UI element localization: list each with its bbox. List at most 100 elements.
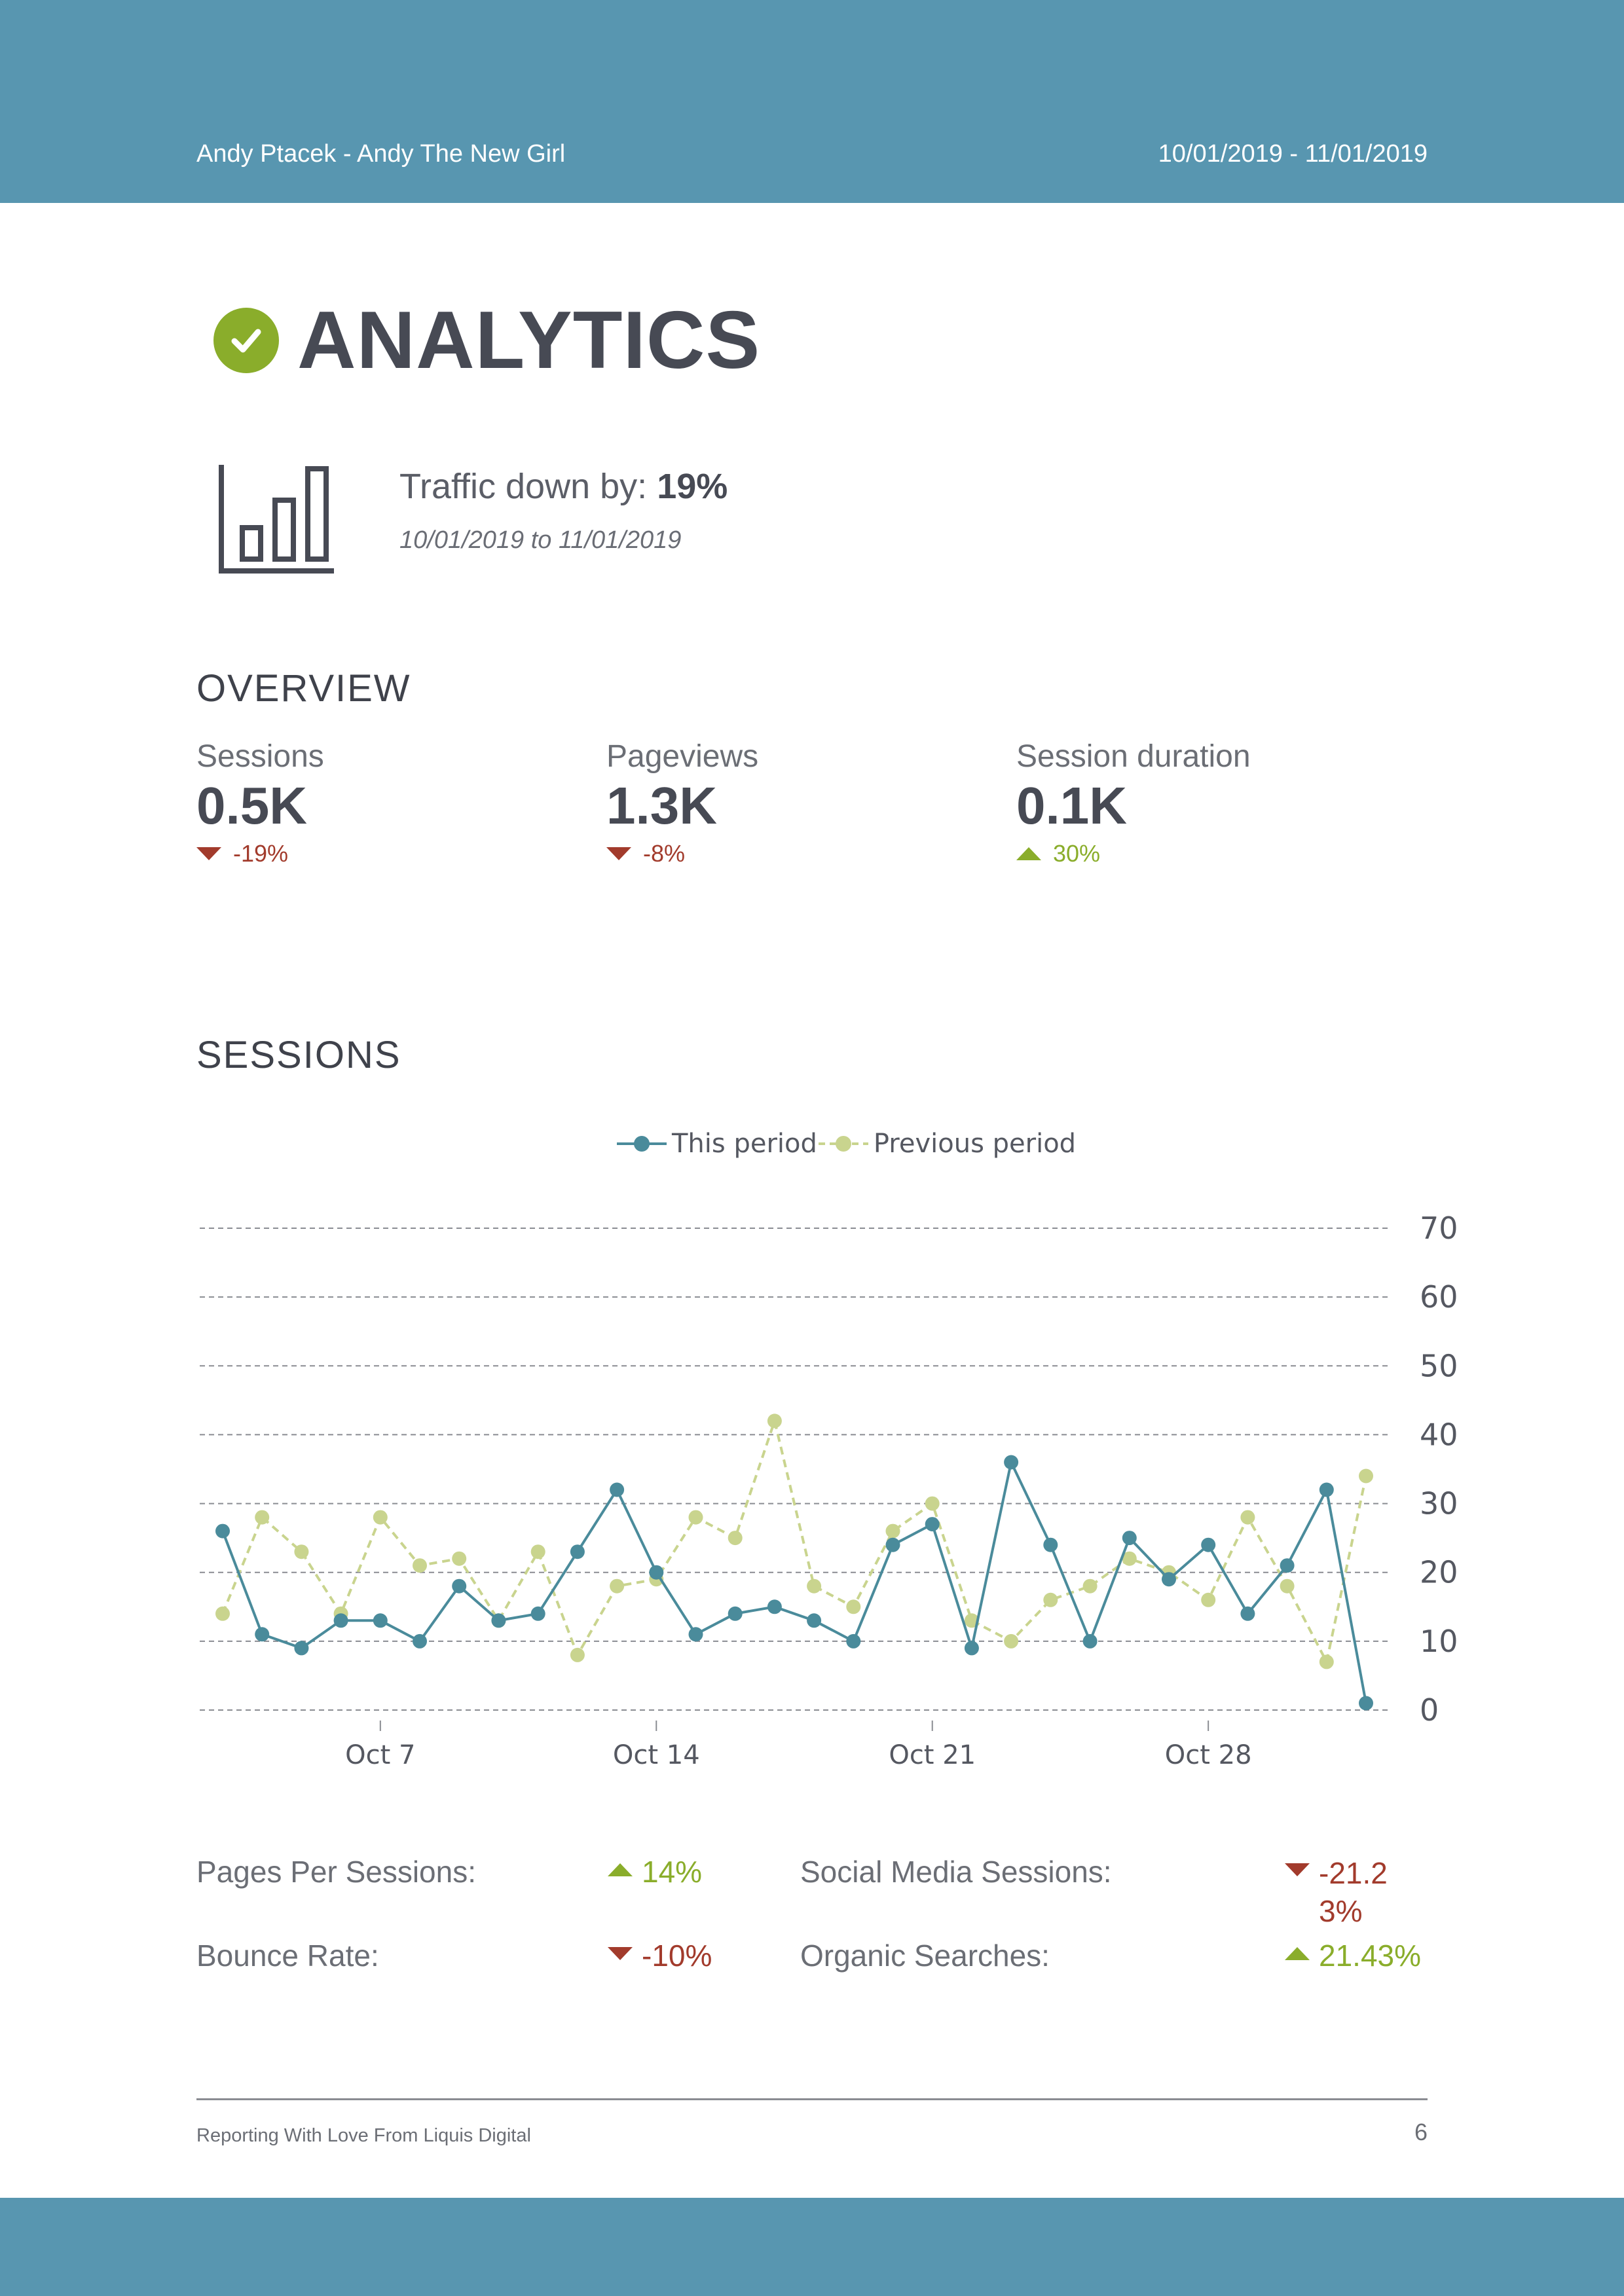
- legend-label: Previous period: [873, 1129, 1077, 1159]
- data-point-this-period: [1201, 1537, 1216, 1552]
- data-point-previous-period: [1043, 1592, 1058, 1607]
- data-point-previous-period: [1359, 1468, 1373, 1484]
- metric-label: Sessions: [196, 739, 324, 774]
- data-point-previous-period: [1122, 1551, 1137, 1566]
- data-point-this-period: [452, 1578, 467, 1594]
- metric-sessions: Sessions 0.5K -19%: [196, 738, 324, 867]
- data-point-previous-period: [846, 1599, 861, 1614]
- traffic-date-range: 10/01/2019 to 11/01/2019: [399, 526, 682, 554]
- data-point-this-period: [885, 1537, 900, 1552]
- footer-divider: [196, 2098, 1428, 2100]
- data-point-this-period: [373, 1613, 388, 1628]
- data-point-this-period: [846, 1633, 861, 1649]
- data-point-this-period: [649, 1565, 664, 1580]
- data-point-previous-period: [530, 1544, 545, 1559]
- metric-session-duration: Session duration 0.1K 30%: [1016, 738, 1251, 867]
- legend-item-this-period: This period: [616, 1129, 817, 1159]
- data-point-previous-period: [885, 1523, 900, 1539]
- sessions-chart: 0 10 20 30 40 50 60 70 Oct 7 Oct 14 Oct 21 Oct 28: [200, 1211, 1458, 1770]
- client-name: Andy Ptacek - Andy The New Girl: [196, 140, 566, 168]
- data-point-previous-period: [728, 1531, 743, 1546]
- y-tick-label: 10: [1420, 1624, 1458, 1659]
- stat-value-pages-per-sessions: 14%: [608, 1854, 702, 1889]
- y-tick-label: 70: [1420, 1211, 1458, 1246]
- data-point-this-period: [767, 1599, 782, 1614]
- data-point-previous-period: [925, 1496, 940, 1511]
- data-point-previous-period: [294, 1544, 309, 1559]
- stat-value: -10%: [642, 1939, 712, 1973]
- check-icon: [213, 308, 279, 373]
- traffic-summary: Traffic down by: 19%: [399, 466, 728, 507]
- y-tick-label: 50: [1420, 1348, 1458, 1383]
- arrow-up-icon: [1285, 1947, 1310, 1960]
- data-point-this-period: [1043, 1537, 1058, 1552]
- stat-value: 21.43%: [1319, 1939, 1422, 1973]
- x-tick-label: Oct 28: [1165, 1740, 1252, 1770]
- data-point-previous-period: [1319, 1654, 1334, 1669]
- x-tick-label: Oct 21: [889, 1740, 976, 1770]
- arrow-down-icon: [608, 1947, 633, 1960]
- data-point-this-period: [413, 1633, 427, 1649]
- x-tick-label: Oct 14: [613, 1740, 700, 1770]
- stat-value: -21.23%: [1319, 1856, 1388, 1928]
- arrow-up-icon: [608, 1863, 633, 1876]
- footer-bar: [0, 2198, 1624, 2296]
- data-point-this-period: [215, 1523, 230, 1539]
- data-point-this-period: [1359, 1696, 1373, 1711]
- y-tick-label: 20: [1420, 1555, 1458, 1590]
- legend-marker-previous-period: [818, 1136, 868, 1152]
- title-row: ANALYTICS: [213, 288, 760, 393]
- data-point-previous-period: [1240, 1510, 1255, 1525]
- data-point-previous-period: [452, 1551, 467, 1566]
- metric-pageviews: Pageviews 1.3K -8%: [606, 738, 758, 867]
- y-tick-label: 40: [1420, 1417, 1458, 1452]
- chart-legend: This period Previous period: [616, 1129, 1076, 1159]
- data-point-this-period: [1319, 1482, 1334, 1497]
- metric-value: 0.5K: [196, 776, 307, 835]
- data-point-this-period: [1082, 1633, 1098, 1649]
- data-point-this-period: [1162, 1572, 1176, 1587]
- metric-value: 1.3K: [606, 776, 717, 835]
- data-point-this-period: [688, 1627, 703, 1642]
- arrow-down-icon: [606, 847, 631, 860]
- data-point-this-period: [491, 1613, 506, 1628]
- data-point-previous-period: [255, 1510, 270, 1525]
- data-point-previous-period: [215, 1606, 230, 1621]
- data-point-this-period: [1240, 1606, 1255, 1621]
- traffic-label: Traffic down by:: [399, 467, 648, 506]
- data-point-previous-period: [1082, 1578, 1098, 1594]
- stat-label-organic-searches: Organic Searches:: [800, 1939, 1050, 1973]
- data-point-previous-period: [964, 1613, 979, 1628]
- data-point-this-period: [610, 1482, 625, 1497]
- data-point-this-period: [964, 1641, 979, 1656]
- header-date-range: 10/01/2019 - 11/01/2019: [1158, 140, 1428, 168]
- data-point-previous-period: [610, 1578, 625, 1594]
- legend-marker-this-period: [617, 1136, 667, 1152]
- sessions-heading: SESSIONS: [196, 1034, 401, 1076]
- metric-change: -8%: [643, 840, 686, 867]
- page-number: 6: [1414, 2119, 1428, 2145]
- data-point-previous-period: [688, 1510, 703, 1525]
- series-line-this-period: [221, 1458, 1367, 1704]
- y-tick-label: 60: [1420, 1279, 1458, 1315]
- metric-change: 30%: [1053, 840, 1101, 867]
- series-line-previous-period: [221, 1416, 1367, 1666]
- bar-chart-icon: [219, 465, 334, 574]
- data-point-previous-period: [413, 1558, 427, 1573]
- data-point-this-period: [1004, 1455, 1019, 1470]
- traffic-value: 19%: [657, 467, 728, 506]
- data-point-this-period: [530, 1606, 545, 1621]
- legend-label: This period: [672, 1129, 817, 1159]
- stat-label-bounce-rate: Bounce Rate:: [196, 1939, 379, 1973]
- y-tick-label: 0: [1420, 1692, 1439, 1728]
- data-point-this-period: [728, 1606, 743, 1621]
- metric-label: Pageviews: [606, 739, 759, 774]
- data-point-previous-period: [1280, 1578, 1295, 1594]
- arrow-up-icon: [1016, 847, 1041, 860]
- metric-change: -19%: [233, 840, 289, 867]
- stat-value-social-media-sessions: -21.23%: [1285, 1854, 1397, 1930]
- legend-item-previous-period: Previous period: [817, 1129, 1076, 1159]
- arrow-down-icon: [1285, 1863, 1310, 1876]
- data-point-this-period: [255, 1627, 270, 1642]
- data-point-this-period: [294, 1641, 309, 1656]
